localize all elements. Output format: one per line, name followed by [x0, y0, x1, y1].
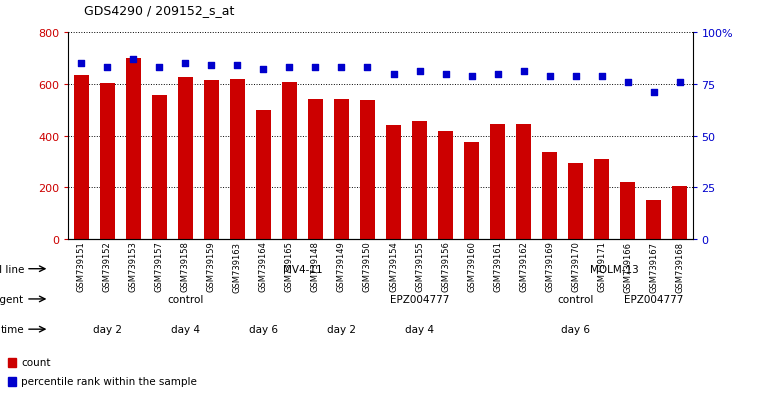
Point [466, 73, 478, 80]
Bar [490, 125, 505, 240]
Text: day 6: day 6 [249, 324, 278, 335]
Text: EPZ004777: EPZ004777 [624, 294, 683, 304]
Text: control: control [557, 294, 594, 304]
Bar [673, 187, 686, 240]
Point [569, 73, 581, 80]
Text: percentile rank within the sample: percentile rank within the sample [21, 376, 197, 386]
Bar [568, 164, 583, 240]
Point [180, 61, 192, 67]
Point [361, 65, 374, 71]
Text: day 2: day 2 [93, 324, 122, 335]
Point [283, 65, 295, 71]
Text: MOLM-13: MOLM-13 [590, 264, 639, 274]
Text: control: control [167, 294, 204, 304]
Point [492, 71, 504, 78]
Bar [126, 59, 141, 240]
Point [205, 63, 218, 69]
Point [231, 63, 244, 69]
Bar [205, 81, 218, 240]
Text: cell line: cell line [0, 264, 24, 274]
Bar [8, 358, 16, 367]
Text: count: count [21, 358, 50, 368]
Point [257, 67, 269, 74]
Bar [282, 83, 297, 240]
Bar [620, 183, 635, 240]
Bar [152, 95, 167, 240]
Point [154, 65, 166, 71]
Text: MV4-11: MV4-11 [282, 264, 323, 274]
Point [673, 79, 686, 86]
Point [648, 90, 660, 96]
Point [439, 71, 451, 78]
Point [543, 73, 556, 80]
Bar [361, 101, 374, 240]
Text: day 6: day 6 [561, 324, 590, 335]
Bar [308, 100, 323, 240]
Bar [438, 132, 453, 240]
Point [517, 69, 530, 76]
Bar [178, 78, 193, 240]
Point [101, 65, 113, 71]
Text: time: time [0, 324, 24, 335]
Bar [412, 122, 427, 240]
Text: day 4: day 4 [405, 324, 434, 335]
Bar [387, 126, 400, 240]
Point [595, 73, 607, 80]
Bar [256, 110, 271, 240]
Point [127, 57, 139, 63]
Bar [594, 160, 609, 240]
Point [622, 79, 634, 86]
Point [387, 71, 400, 78]
Bar [543, 152, 556, 240]
Bar [100, 84, 115, 240]
Text: agent: agent [0, 294, 24, 304]
Bar [517, 125, 530, 240]
Bar [75, 76, 88, 240]
Bar [646, 201, 661, 240]
Text: GDS4290 / 209152_s_at: GDS4290 / 209152_s_at [84, 4, 234, 17]
Text: day 4: day 4 [171, 324, 200, 335]
Text: EPZ004777: EPZ004777 [390, 294, 449, 304]
Point [336, 65, 348, 71]
Bar [231, 79, 244, 240]
Bar [464, 143, 479, 240]
Bar [334, 100, 349, 240]
Point [75, 61, 88, 67]
Bar [8, 377, 16, 386]
Point [413, 69, 425, 76]
Text: day 2: day 2 [327, 324, 356, 335]
Point [310, 65, 322, 71]
